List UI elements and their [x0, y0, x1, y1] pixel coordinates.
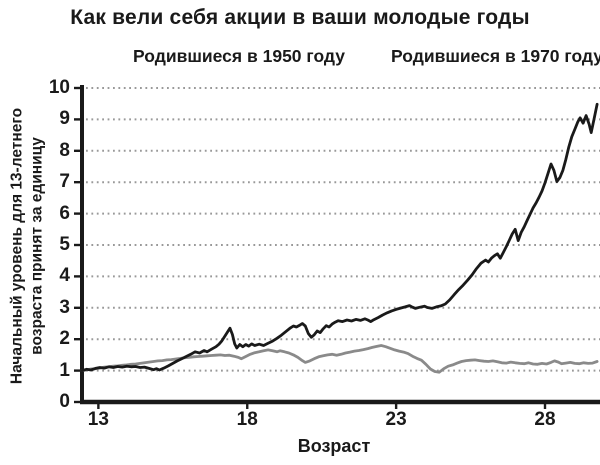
y-tick-label-6: 6	[59, 202, 70, 224]
x-tick-label-18: 18	[236, 409, 258, 430]
y-tick-label-0: 0	[59, 391, 70, 412]
line-born-1950	[80, 344, 599, 374]
x-tick-label-13: 13	[87, 409, 109, 430]
y-tick-label-2: 2	[59, 328, 70, 350]
y-tick-label-7: 7	[59, 171, 70, 193]
y-tick-label-9: 9	[59, 108, 70, 130]
x-tick-label-23: 23	[385, 409, 407, 430]
y-tick-label-4: 4	[59, 265, 70, 287]
chart-title: Как вели себя акции в ваши молодые годы	[70, 6, 530, 29]
y-tick-label-10: 10	[48, 77, 70, 98]
y-tick-label-3: 3	[59, 296, 70, 318]
y-tick-label-1: 1	[59, 359, 70, 381]
line-born-1970	[80, 102, 599, 373]
x-tick-label-28: 28	[534, 409, 556, 430]
y-tick-label-5: 5	[59, 234, 70, 255]
legend-label-born-1970: Родившиеся в 1970 году	[391, 46, 600, 66]
legend-label-born-1950: Родившиеся в 1950 году	[133, 46, 345, 66]
x-axis-title: Возраст	[297, 436, 371, 456]
y-tick-label-8: 8	[59, 139, 70, 161]
